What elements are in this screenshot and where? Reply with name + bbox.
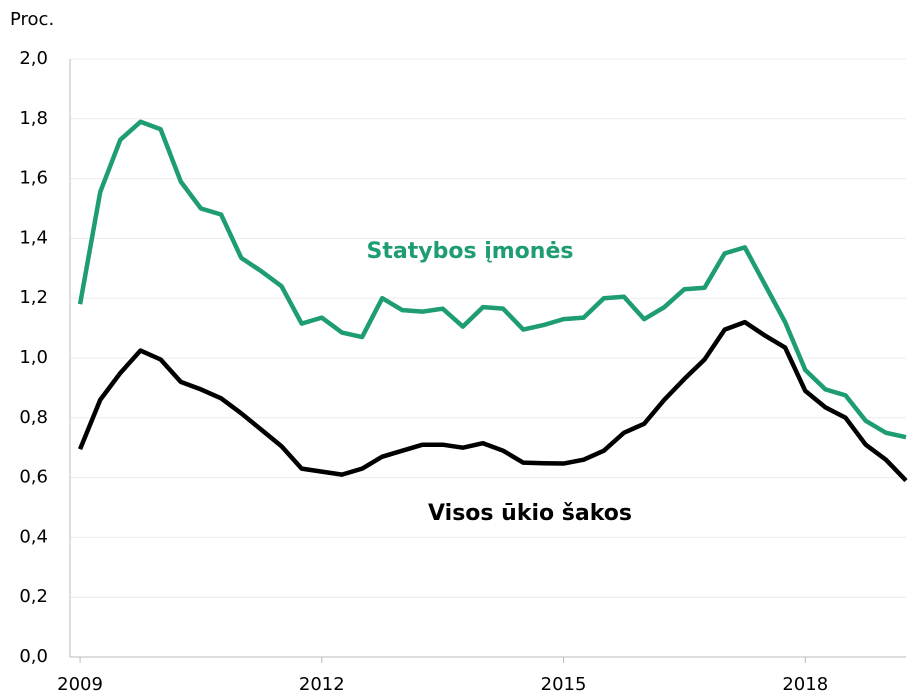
y-tick-label: 0,0 xyxy=(19,646,48,667)
x-tick-label: 2012 xyxy=(299,674,345,695)
series-label: Statybos įmonės xyxy=(367,239,574,264)
y-tick-label: 2,0 xyxy=(19,48,48,69)
y-tick-label: 0,4 xyxy=(19,526,48,547)
y-tick-label: 0,8 xyxy=(19,407,48,428)
series-line xyxy=(77,119,907,440)
y-tick-label: 1,4 xyxy=(19,227,48,248)
y-tick-label: 1,8 xyxy=(19,108,48,129)
x-tick-label: 2009 xyxy=(57,674,103,695)
y-axis-label: Proc. xyxy=(10,9,54,30)
y-tick-label: 0,2 xyxy=(19,586,48,607)
y-tick-label: 1,6 xyxy=(19,168,48,189)
y-tick-label: 0,6 xyxy=(19,467,48,488)
y-tick-label: 1,0 xyxy=(19,347,48,368)
series-label: Visos ūkio šakos xyxy=(428,501,632,526)
series-line xyxy=(77,319,908,483)
y-tick-label: 1,2 xyxy=(19,287,48,308)
x-tick-label: 2015 xyxy=(541,674,587,695)
x-tick-label: 2018 xyxy=(782,674,828,695)
